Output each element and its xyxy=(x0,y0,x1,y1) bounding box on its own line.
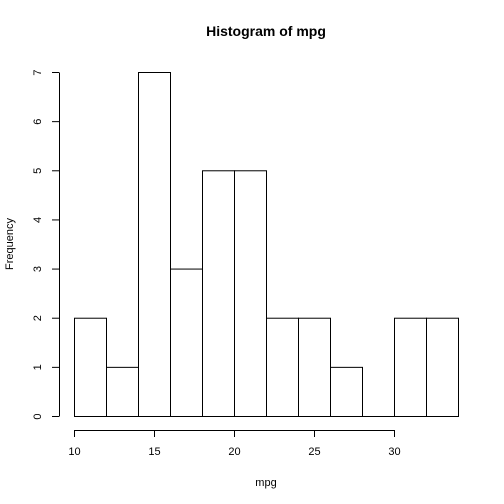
y-tick-label: 3 xyxy=(32,266,44,272)
x-tick-label: 20 xyxy=(228,446,240,458)
y-tick-label: 0 xyxy=(32,413,44,419)
bars-group xyxy=(74,72,459,418)
histogram-bar xyxy=(202,170,235,417)
x-tick-label: 15 xyxy=(148,446,160,458)
histogram-bar xyxy=(74,317,107,418)
x-tick-label: 30 xyxy=(388,446,400,458)
x-tick-label: 25 xyxy=(308,446,320,458)
x-axis-label: mpg xyxy=(255,477,276,489)
y-tick-label: 6 xyxy=(32,119,44,125)
histogram-bar xyxy=(234,170,267,417)
y-tick-label: 5 xyxy=(32,168,44,174)
y-tick-label: 4 xyxy=(32,217,44,223)
y-axis: 0 1 2 3 4 5 6 7 xyxy=(32,69,60,420)
histogram-bar xyxy=(170,268,203,418)
y-tick-label: 7 xyxy=(32,69,44,75)
histogram-bar xyxy=(266,317,299,418)
x-tick-label: 10 xyxy=(68,446,80,458)
y-tick-label: 2 xyxy=(32,315,44,321)
chart-title: Histogram of mpg xyxy=(206,23,326,39)
y-tick-label: 1 xyxy=(32,364,44,370)
histogram-bar xyxy=(394,317,427,418)
histogram-bar xyxy=(426,317,459,418)
y-axis-label: Frequency xyxy=(4,218,16,270)
histogram-bar xyxy=(106,366,139,418)
x-axis: 10 15 20 25 30 xyxy=(68,430,401,458)
histogram-bar xyxy=(138,72,171,417)
histogram-bar xyxy=(298,317,331,418)
histogram-bar xyxy=(330,366,363,418)
